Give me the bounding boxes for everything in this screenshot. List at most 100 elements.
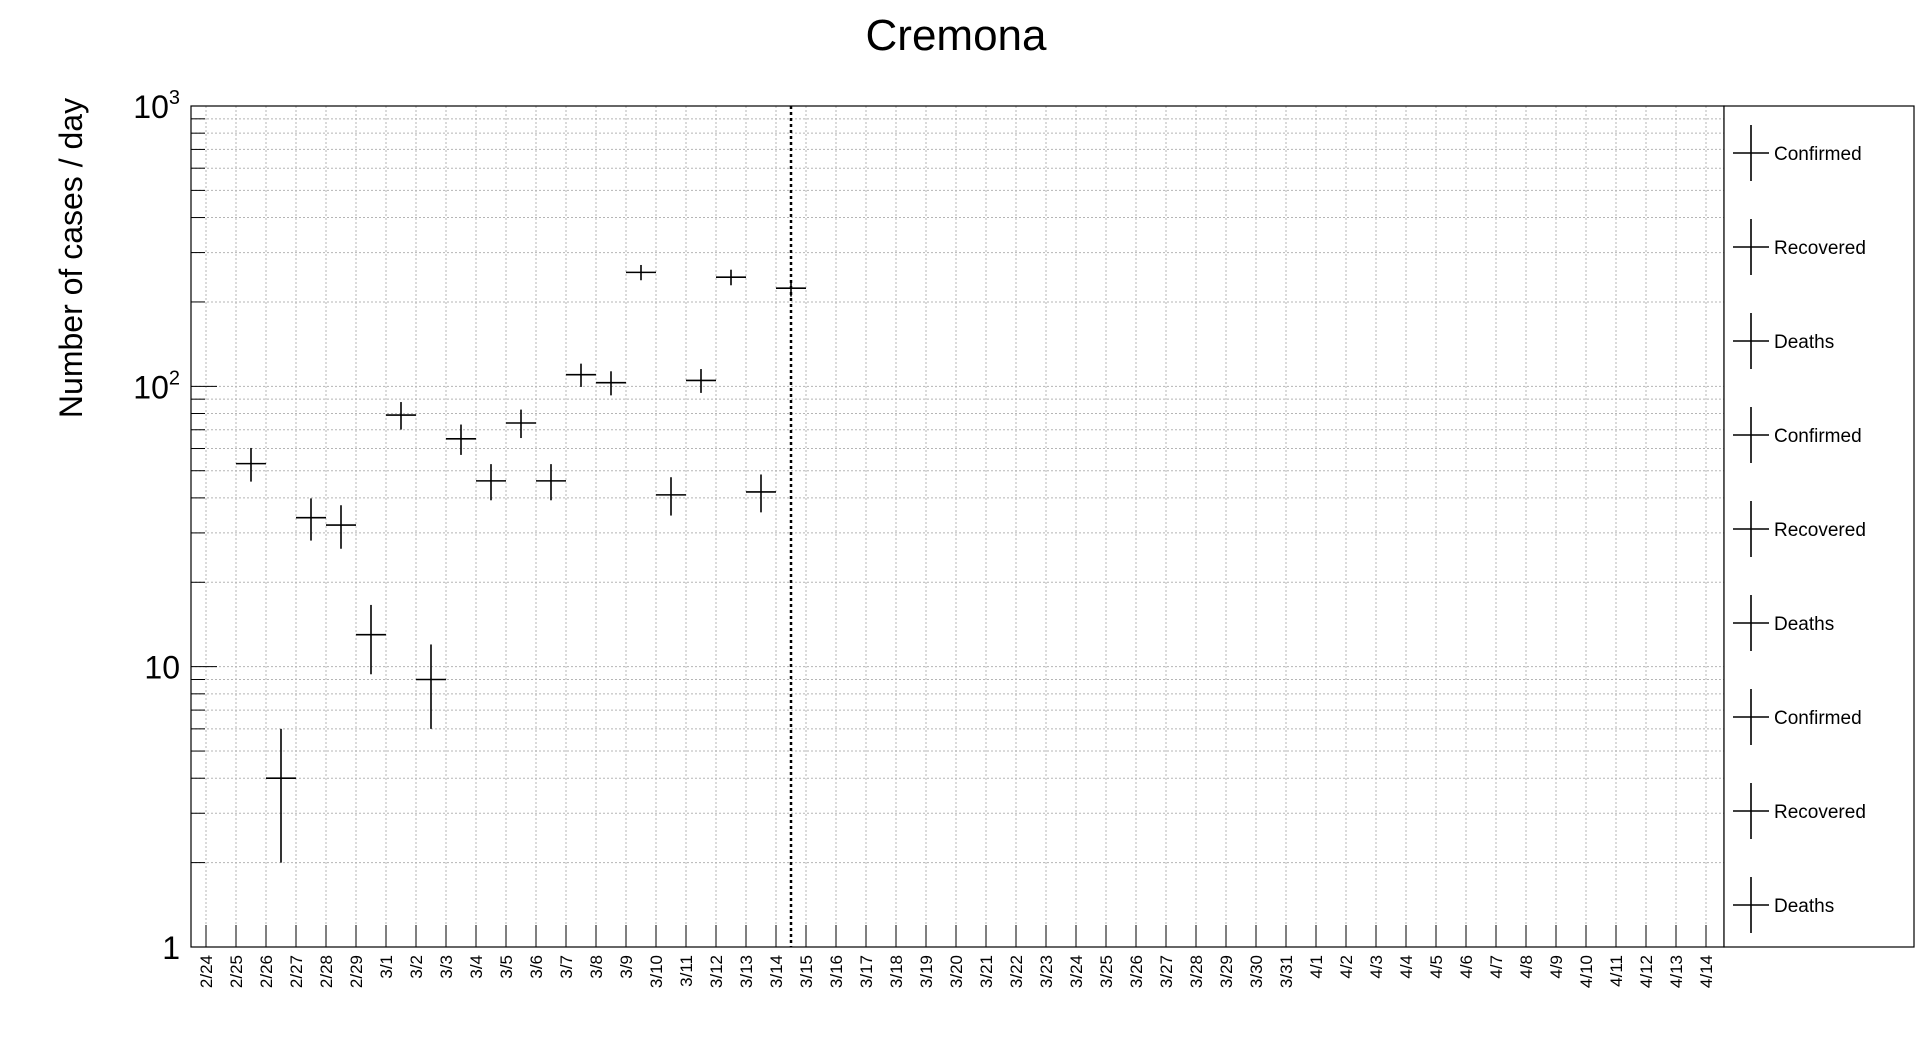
- x-tick-label: 3/20: [947, 955, 966, 988]
- x-tick-label: 3/24: [1067, 955, 1086, 988]
- x-tick-label: 3/22: [1007, 955, 1026, 988]
- x-tick-label: 3/26: [1127, 955, 1146, 988]
- legend-label: Recovered: [1774, 238, 1866, 259]
- legend-entry: Confirmed: [1733, 407, 1862, 463]
- legend-label: Deaths: [1774, 614, 1834, 635]
- legend-label: Recovered: [1774, 520, 1866, 541]
- data-point: [236, 447, 266, 482]
- axis-ticks: [191, 105, 1707, 948]
- data-point: [416, 644, 446, 729]
- x-tick-label: 2/25: [227, 955, 246, 988]
- x-tick-label: 4/2: [1337, 955, 1356, 979]
- data-point: [476, 464, 506, 501]
- legend-entry: Confirmed: [1733, 125, 1862, 181]
- legend-label: Recovered: [1774, 802, 1866, 823]
- y-tick-label: 10: [144, 650, 180, 686]
- data-point: [506, 409, 536, 439]
- x-tick-label: 4/1: [1307, 955, 1326, 979]
- x-tick-label: 3/27: [1157, 955, 1176, 988]
- legend-label: Deaths: [1774, 332, 1834, 353]
- legend: Confirmed Recovered Deaths Confirmed Recover…: [1733, 125, 1866, 933]
- x-tick-label: 2/29: [347, 955, 366, 988]
- x-tick-label: 3/1: [377, 955, 396, 979]
- x-tick-label: 3/30: [1247, 955, 1266, 988]
- data-point: [356, 604, 386, 675]
- data-point: [536, 464, 566, 501]
- x-tick-label: 4/8: [1517, 955, 1536, 979]
- data-point: [716, 269, 746, 286]
- x-tick-label: 3/4: [467, 955, 486, 979]
- x-tick-label: 4/4: [1397, 955, 1416, 979]
- x-tick-label: 4/11: [1607, 955, 1626, 987]
- legend-label: Confirmed: [1774, 708, 1862, 729]
- legend-entry: Deaths: [1733, 595, 1834, 651]
- x-tick-label: 4/6: [1457, 955, 1476, 979]
- legend-entry: Recovered: [1733, 501, 1866, 557]
- x-tick-label: 3/17: [857, 955, 876, 988]
- y-tick-label: 103: [133, 87, 180, 125]
- x-tick-label: 3/6: [527, 955, 546, 979]
- data-point: [266, 728, 296, 863]
- x-tick-label: 4/10: [1577, 955, 1596, 988]
- legend-entry: Deaths: [1733, 877, 1834, 933]
- x-tick-label: 3/23: [1037, 955, 1056, 988]
- x-tick-label: 3/10: [647, 955, 666, 988]
- x-tick-label: 3/25: [1097, 955, 1116, 988]
- x-tick-label: 2/26: [257, 955, 276, 988]
- x-tick-label: 3/2: [407, 955, 426, 979]
- x-tick-label: 3/12: [707, 955, 726, 988]
- x-tick-label: 2/24: [197, 955, 216, 988]
- x-tick-label: 3/3: [437, 955, 456, 979]
- data-point: [686, 369, 716, 393]
- x-tick-label: 3/15: [797, 955, 816, 988]
- x-tick-label: 3/11: [677, 955, 696, 987]
- x-tick-label: 3/29: [1217, 955, 1236, 988]
- data-point: [296, 498, 326, 541]
- x-tick-label: 3/5: [497, 955, 516, 979]
- x-tick-label: 3/7: [557, 955, 576, 979]
- x-tick-label: 4/3: [1367, 955, 1386, 979]
- legend-entry: Confirmed: [1733, 689, 1862, 745]
- legend-label: Confirmed: [1774, 144, 1862, 165]
- legend-box: [1723, 105, 1915, 948]
- legend-entry: Recovered: [1733, 219, 1866, 275]
- data-point: [386, 402, 416, 430]
- x-tick-label: 3/21: [977, 955, 996, 988]
- x-tick-label: 3/9: [617, 955, 636, 979]
- x-tick-label: 3/28: [1187, 955, 1206, 988]
- x-tick-label: 2/27: [287, 955, 306, 988]
- x-tick-label: 3/18: [887, 955, 906, 988]
- x-tick-label: 2/28: [317, 955, 336, 988]
- data-point: [596, 371, 626, 396]
- x-tick-label: 4/14: [1697, 955, 1716, 988]
- data-point: [656, 477, 686, 516]
- x-tick-label: 3/14: [767, 955, 786, 988]
- legend-entry: Recovered: [1733, 783, 1866, 839]
- data-point: [326, 505, 356, 549]
- legend-label: Confirmed: [1774, 426, 1862, 447]
- chart-title: Cremona: [866, 11, 1047, 60]
- y-axis-label: Number of cases / day: [53, 98, 89, 418]
- data-point: [446, 424, 476, 455]
- plot-frame: [190, 105, 1725, 948]
- data-point: [566, 363, 596, 387]
- x-tick-label: 3/8: [587, 955, 606, 979]
- legend-label: Deaths: [1774, 896, 1834, 917]
- x-tick-label: 4/13: [1667, 955, 1686, 988]
- x-tick-label: 4/12: [1637, 955, 1656, 988]
- legend-entry: Deaths: [1733, 313, 1834, 369]
- grid: [191, 106, 1724, 947]
- data-point: [776, 280, 806, 297]
- y-tick-label: 1: [162, 930, 180, 966]
- y-tick-label: 102: [133, 367, 180, 405]
- x-tick-label: 4/5: [1427, 955, 1446, 979]
- data-point: [626, 264, 656, 281]
- x-tick-label: 3/31: [1277, 955, 1296, 988]
- data-points: [236, 264, 806, 863]
- x-tick-label: 4/9: [1547, 955, 1566, 979]
- data-point: [746, 474, 776, 513]
- y-tick-labels: 1 10 102 103: [133, 87, 180, 966]
- x-tick-label: 3/19: [917, 955, 936, 988]
- x-tick-labels: 2/24 2/25 2/26 2/27 2/28 2/29 3/1 3/2 3/3 3/4 3/5 3…: [197, 955, 1716, 988]
